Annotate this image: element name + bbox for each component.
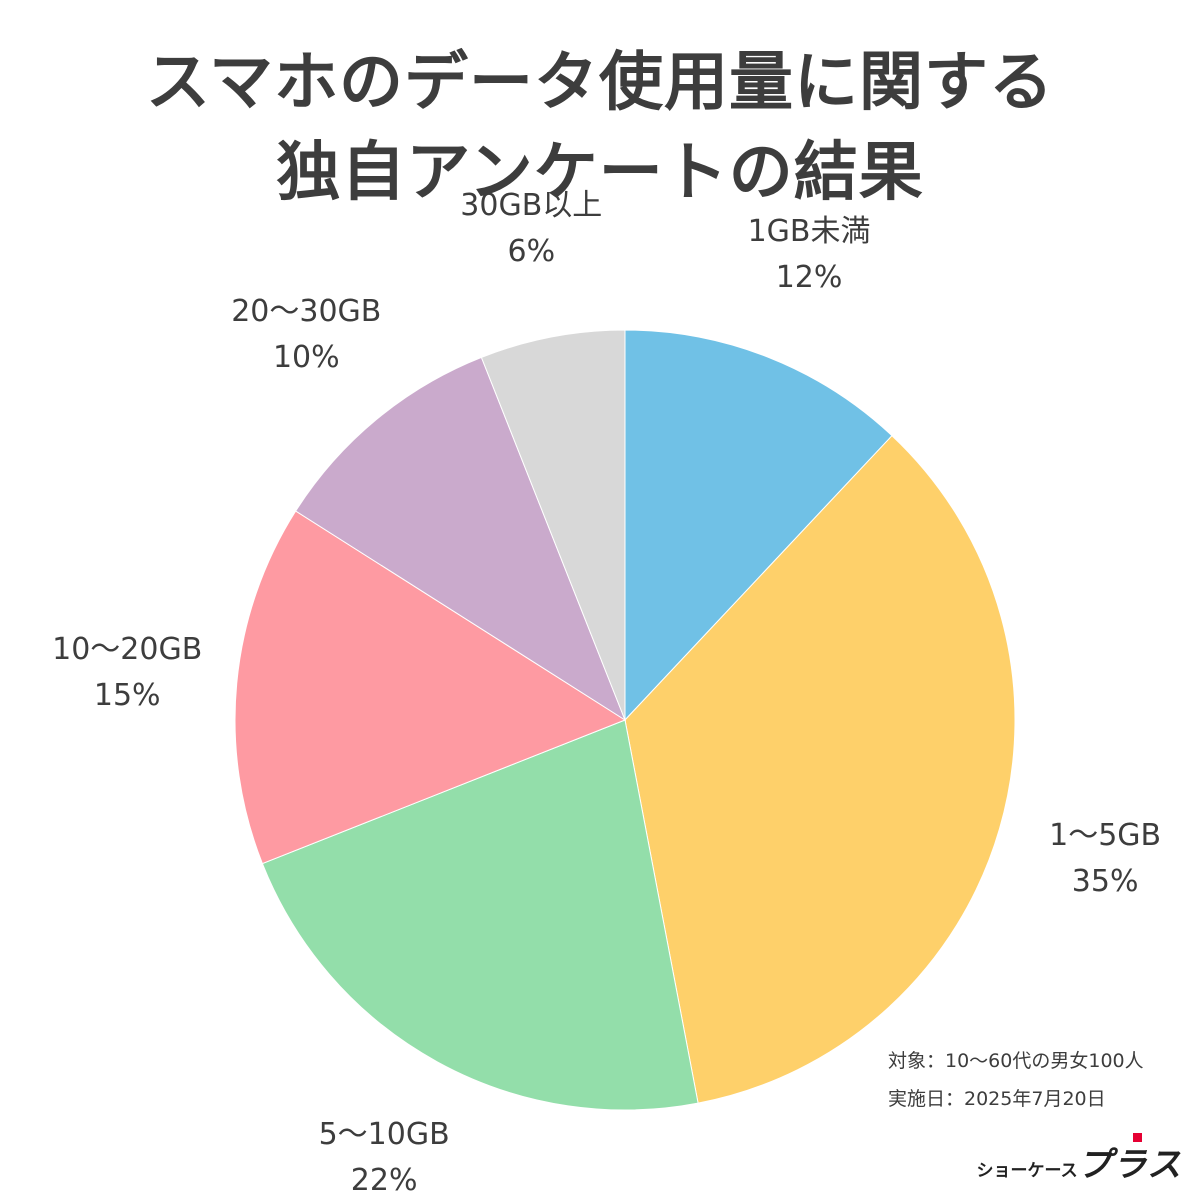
brand-logo-large: プラス (1077, 1145, 1182, 1185)
slice-label-2: 5〜10GB 22% (319, 1112, 450, 1204)
slice-label-value: 6% (507, 233, 556, 269)
slice-label-value: 22% (350, 1163, 418, 1199)
slice-label-3: 10〜20GB 15% (52, 627, 202, 719)
survey-date: 実施日：2025年7月20日 (888, 1088, 1106, 1110)
pie-slice-4 (295, 356, 627, 722)
slice-label-name: 1GB未満 (747, 214, 871, 250)
chart-title-line1: スマホのデータ使用量に関する (145, 46, 1055, 120)
slice-label-value: 10% (272, 339, 340, 375)
slice-label-value: 35% (1071, 864, 1139, 900)
brand-logo-mark (1133, 1133, 1142, 1142)
slice-label-value: 12% (775, 260, 843, 296)
brand-logo: ショーケースプラス (976, 1133, 1182, 1186)
slice-label-name: 10〜20GB (52, 631, 203, 667)
pie-slice-3 (234, 510, 627, 865)
pie-slice-2 (261, 719, 699, 1111)
slice-label-name: 20〜30GB (231, 293, 382, 329)
slice-label-name: 30GB以上 (460, 187, 603, 223)
brand-logo-small: ショーケース (976, 1161, 1078, 1181)
survey-target: 対象：10〜60代の男女100人 (888, 1050, 1144, 1072)
chart-title-line2: 独自アンケートの結果 (276, 136, 924, 210)
slice-label-1: 1〜5GB 35% (1049, 813, 1161, 905)
slice-label-4: 20〜30GB 10% (231, 289, 381, 381)
slice-label-value: 15% (93, 677, 161, 713)
slice-label-5: 30GB以上 6% (460, 183, 602, 275)
pie-slice-5 (480, 329, 626, 721)
pie-slice-1 (624, 434, 1016, 1104)
survey-notes: 対象：10〜60代の男女100人 実施日：2025年7月20日 (888, 1042, 1144, 1118)
pie-slice-0 (624, 329, 893, 722)
slice-label-name: 1〜5GB (1049, 818, 1162, 854)
chart-title: スマホのデータ使用量に関する 独自アンケートの結果 (0, 38, 1200, 218)
slice-label-name: 5〜10GB (318, 1117, 450, 1153)
slice-label-0: 1GB未満 12% (748, 209, 871, 301)
